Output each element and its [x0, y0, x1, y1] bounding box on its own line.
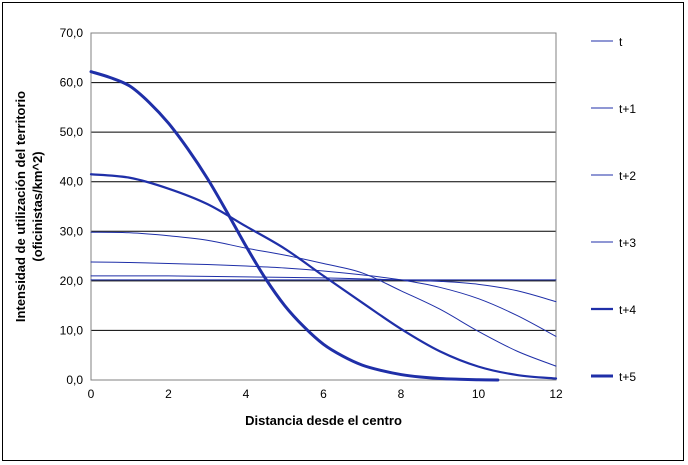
y-tick-label: 30,0 [60, 224, 84, 238]
legend-label: t+1 [619, 102, 636, 116]
y-axis-title-line2: (oficinistas/km^2) [30, 151, 45, 261]
legend-label: t+3 [619, 236, 636, 250]
x-tick-labels: 0 2 4 6 8 10 12 [88, 387, 563, 401]
y-tick-label: 10,0 [60, 323, 84, 337]
series-line-2 [90, 261, 557, 337]
legend-label: t+5 [619, 370, 636, 384]
series-line-5 [89, 70, 500, 382]
y-tick-label: 60,0 [60, 76, 84, 90]
x-tick-label: 0 [88, 387, 95, 401]
y-axis-title-line1: Intensidad de utilización del territorio [13, 91, 28, 322]
series-line-4 [89, 173, 558, 380]
series-line-1 [90, 275, 557, 303]
y-tick-label: 70,0 [60, 26, 84, 40]
y-tick-labels: 0,0 10,0 20,0 30,0 40,0 50,0 60,0 70,0 [60, 26, 84, 387]
x-tick-label: 12 [549, 387, 563, 401]
legend-label: t [619, 35, 623, 49]
series-line-3 [90, 231, 557, 367]
series-lines [89, 70, 558, 382]
y-tick-label: 50,0 [60, 125, 84, 139]
y-tick-label: 40,0 [60, 175, 84, 189]
x-tick-label: 6 [320, 387, 327, 401]
gridlines [91, 82, 556, 331]
y-tick-label: 20,0 [60, 274, 84, 288]
legend-label: t+2 [619, 169, 636, 183]
legend-label: t+4 [619, 303, 636, 317]
x-axis-title: Distancia desde el centro [245, 413, 402, 428]
chart-frame: 0,0 10,0 20,0 30,0 40,0 50,0 60,0 70,0 0 2 4 6 8 10 1… [2, 2, 684, 461]
x-tick-label: 2 [165, 387, 172, 401]
x-tick-label: 4 [243, 387, 250, 401]
plot-area [90, 32, 557, 381]
y-tick-label: 0,0 [66, 373, 83, 387]
line-chart: 0,0 10,0 20,0 30,0 40,0 50,0 60,0 70,0 0 2 4 6 8 10 1… [13, 26, 636, 428]
x-tick-label: 10 [472, 387, 486, 401]
legend: t t+1 t+2 t+3 t+4 t+5 [591, 35, 636, 384]
x-tick-label: 8 [398, 387, 405, 401]
